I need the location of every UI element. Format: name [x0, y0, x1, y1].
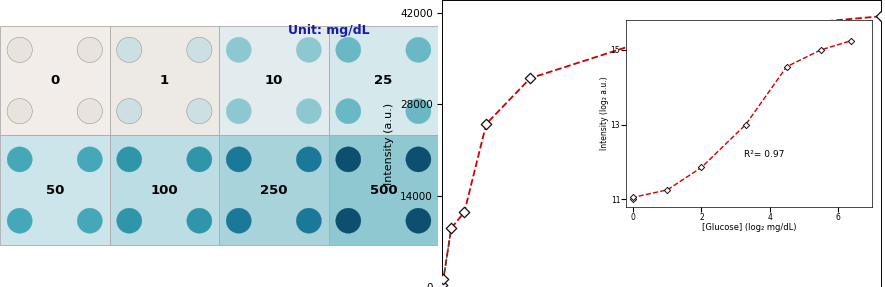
Circle shape: [406, 208, 431, 233]
Bar: [328, 135, 438, 245]
Circle shape: [406, 99, 431, 124]
Circle shape: [296, 99, 321, 124]
Bar: [0, 135, 110, 245]
Circle shape: [117, 208, 142, 233]
Text: 0: 0: [50, 74, 59, 87]
Bar: [219, 135, 328, 245]
Circle shape: [296, 147, 321, 172]
Bar: [219, 26, 328, 135]
Text: 25: 25: [374, 74, 392, 87]
Bar: [110, 135, 219, 245]
Circle shape: [7, 208, 33, 233]
Circle shape: [117, 37, 142, 63]
Circle shape: [77, 147, 103, 172]
Circle shape: [406, 37, 431, 63]
Circle shape: [296, 37, 321, 63]
Circle shape: [77, 208, 103, 233]
Circle shape: [335, 37, 361, 63]
Circle shape: [335, 208, 361, 233]
Circle shape: [117, 147, 142, 172]
Circle shape: [227, 99, 251, 124]
Circle shape: [187, 147, 212, 172]
Circle shape: [117, 99, 142, 124]
Circle shape: [296, 208, 321, 233]
Bar: [328, 26, 438, 135]
Point: [523, 76, 537, 81]
Circle shape: [227, 147, 251, 172]
Bar: [0, 26, 110, 135]
Circle shape: [7, 37, 33, 63]
Text: 50: 50: [45, 184, 64, 197]
Text: 1: 1: [159, 74, 169, 87]
Point: [654, 34, 668, 38]
Bar: [110, 26, 219, 135]
Circle shape: [7, 99, 33, 124]
Point: [435, 282, 450, 287]
Circle shape: [187, 99, 212, 124]
Circle shape: [335, 99, 361, 124]
Circle shape: [77, 37, 103, 63]
Text: 500: 500: [370, 184, 397, 197]
Circle shape: [77, 99, 103, 124]
Point: [436, 277, 450, 282]
Circle shape: [227, 37, 251, 63]
Point: [458, 210, 472, 214]
Text: 100: 100: [150, 184, 178, 197]
Text: 250: 250: [260, 184, 288, 197]
Circle shape: [227, 208, 251, 233]
Text: 10: 10: [265, 74, 283, 87]
Circle shape: [335, 147, 361, 172]
Y-axis label: Intensity (a.u.): Intensity (a.u.): [384, 102, 395, 185]
Point: [873, 14, 885, 19]
Circle shape: [7, 147, 33, 172]
Circle shape: [187, 37, 212, 63]
Point: [444, 226, 458, 230]
Point: [479, 122, 493, 126]
Circle shape: [187, 208, 212, 233]
Circle shape: [406, 147, 431, 172]
Text: Unit: mg/dL: Unit: mg/dL: [288, 24, 369, 37]
